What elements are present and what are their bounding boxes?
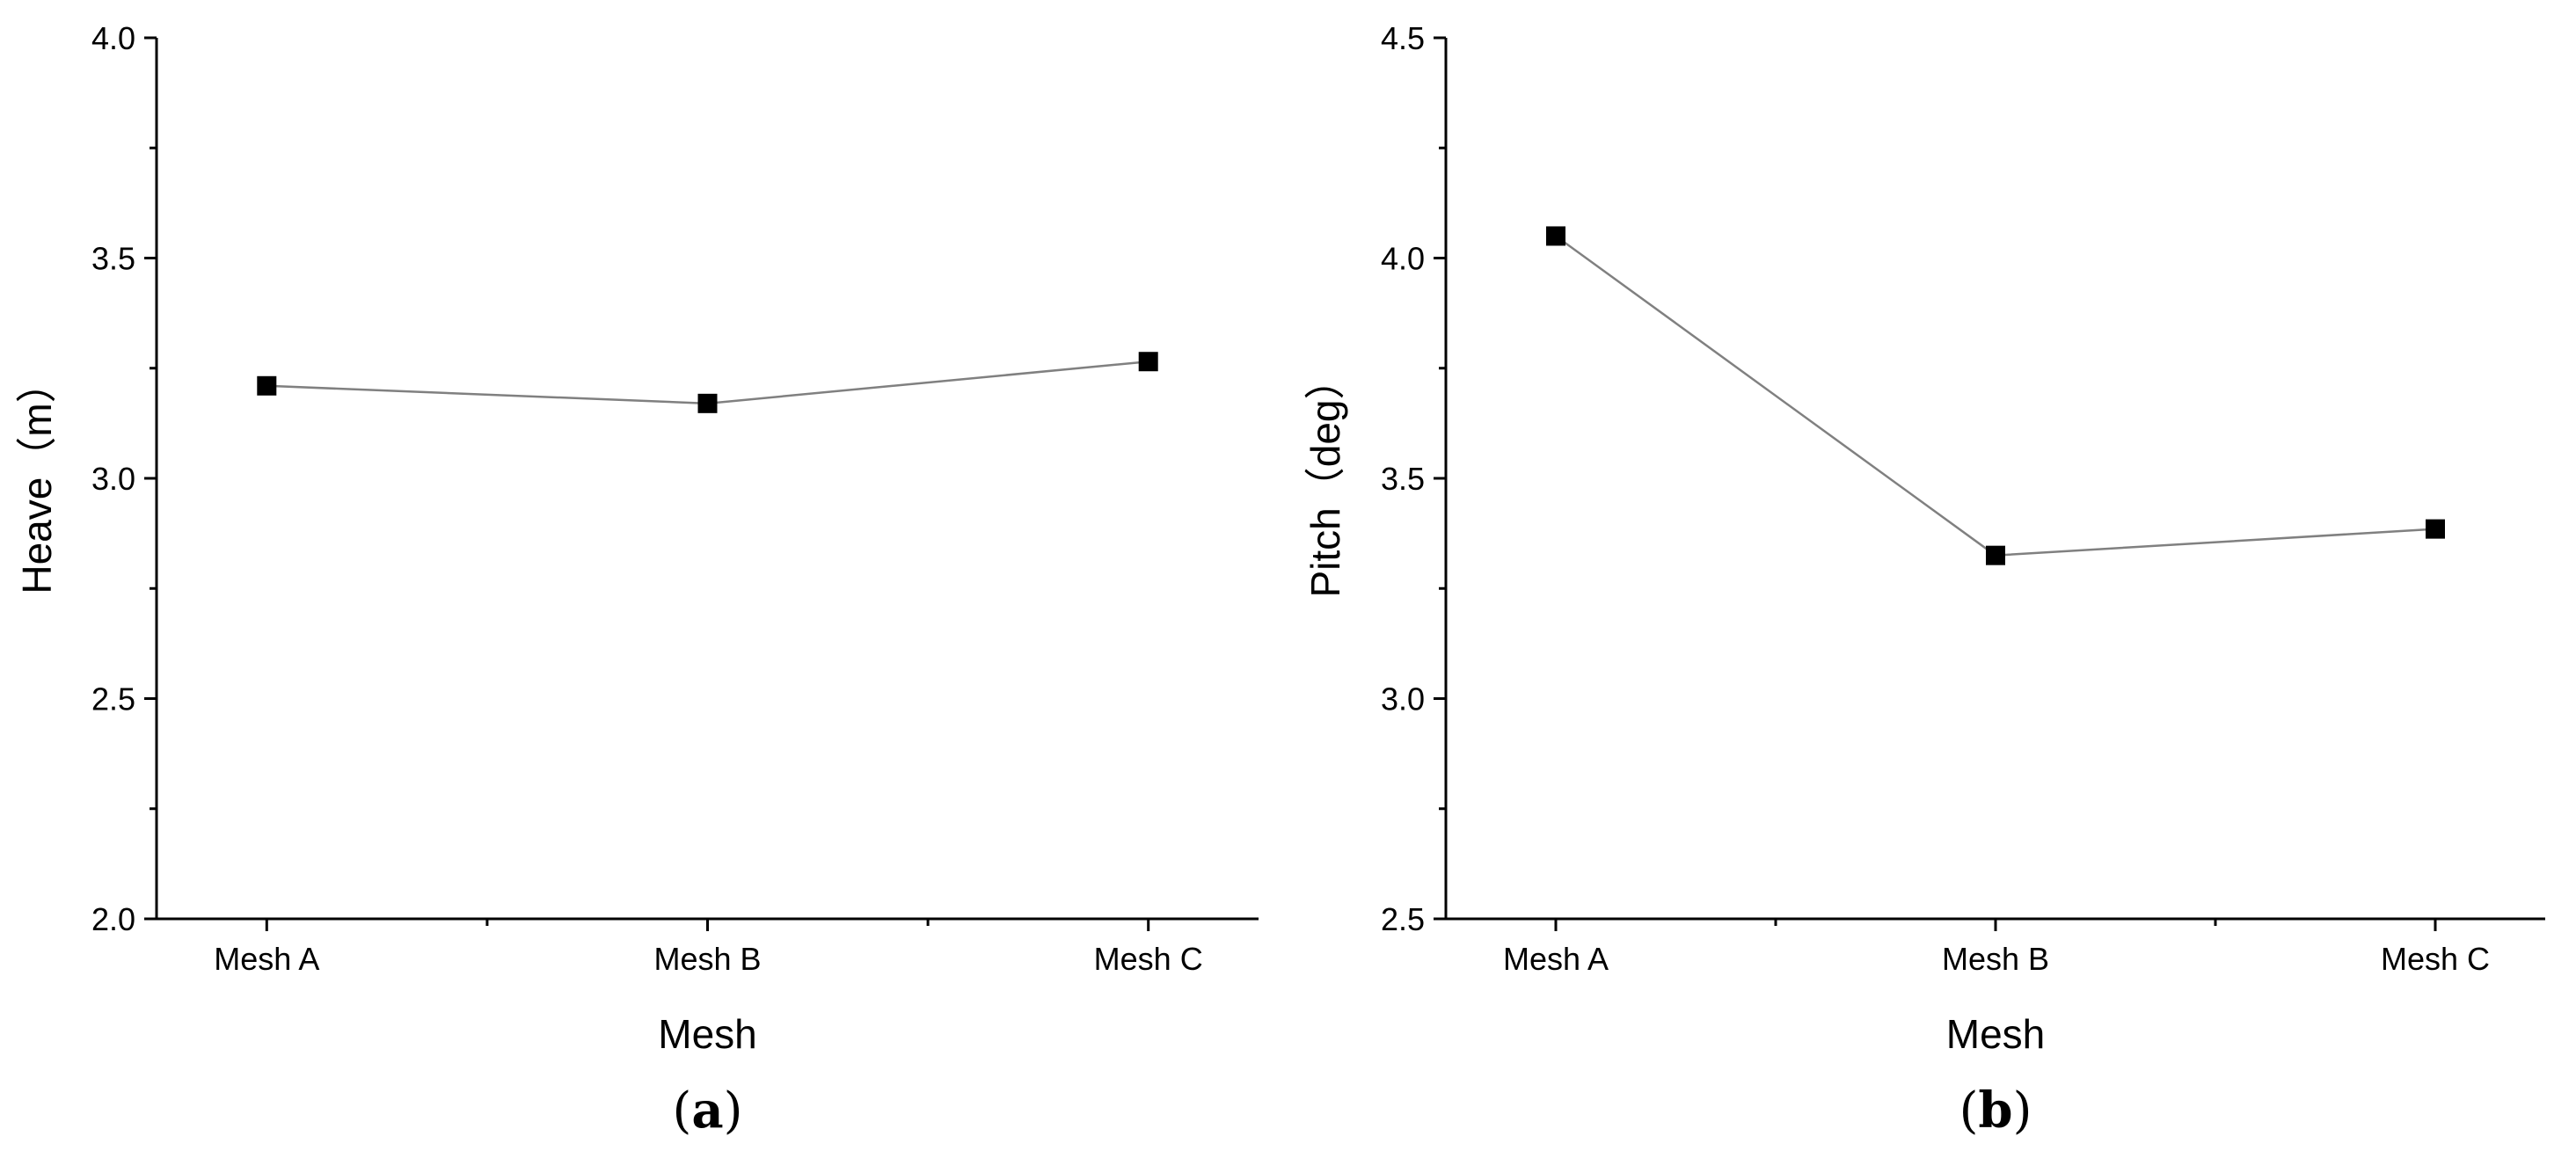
- x-tick-label: Mesh A: [214, 941, 319, 977]
- x-tick-label: Mesh B: [1942, 941, 2049, 977]
- y-tick-label: 4.0: [1381, 241, 1425, 277]
- chart-a-svg: 2.0 2.5 3.0 3.5 4.0 Mesh A Mesh B Mesh C Mesh Hea…: [14, 20, 1259, 1140]
- chart-b-svg: 2.5 3.0 3.5 4.0 4.5 Mesh A Mesh B Mesh C Mesh Pit…: [1303, 20, 2545, 1140]
- data-point-mesh-a: [257, 375, 277, 396]
- y-tick-label: 4.0: [91, 20, 135, 56]
- panel-label-letter: b: [1978, 1082, 2012, 1140]
- y-tick-label: 4.5: [1381, 20, 1425, 56]
- x-tick-label: Mesh C: [2381, 941, 2490, 977]
- data-point-mesh-b: [1986, 545, 2005, 565]
- data-point-mesh-c: [1138, 352, 1158, 372]
- y-tick-label: 3.0: [91, 461, 135, 497]
- y-tick-label: 3.5: [1381, 461, 1425, 497]
- x-axis-title: Mesh: [658, 1011, 756, 1057]
- x-axis-title: Mesh: [1946, 1011, 2045, 1057]
- data-point-mesh-b: [697, 393, 718, 413]
- y-tick-label: 2.5: [91, 681, 135, 717]
- y-tick-label: 3.5: [91, 241, 135, 277]
- x-tick-label: Mesh B: [653, 941, 761, 977]
- x-tick-label: Mesh C: [1094, 941, 1203, 977]
- y-tick-label: 3.0: [1381, 681, 1425, 717]
- data-point-mesh-c: [2426, 519, 2445, 539]
- y-axis-title: Pitch（deg）: [1303, 359, 1348, 597]
- data-point-mesh-a: [1546, 226, 1565, 246]
- panel-label-letter: a: [691, 1082, 723, 1140]
- series-line: [1555, 235, 2436, 557]
- chart-panel-a: 2.0 2.5 3.0 3.5 4.0 Mesh A Mesh B Mesh C Mesh Hea…: [14, 20, 1259, 1140]
- y-axis-title: Heave（m）: [14, 362, 60, 594]
- x-tick-label: Mesh A: [1503, 941, 1609, 977]
- panel-label: (b): [1959, 1082, 2032, 1140]
- panel-label: (a): [672, 1082, 742, 1140]
- y-tick-label: 2.0: [91, 901, 135, 937]
- y-tick-label: 2.5: [1381, 901, 1425, 937]
- chart-panel-b: 2.5 3.0 3.5 4.0 4.5 Mesh A Mesh B Mesh C Mesh Pit…: [1288, 0, 2576, 1158]
